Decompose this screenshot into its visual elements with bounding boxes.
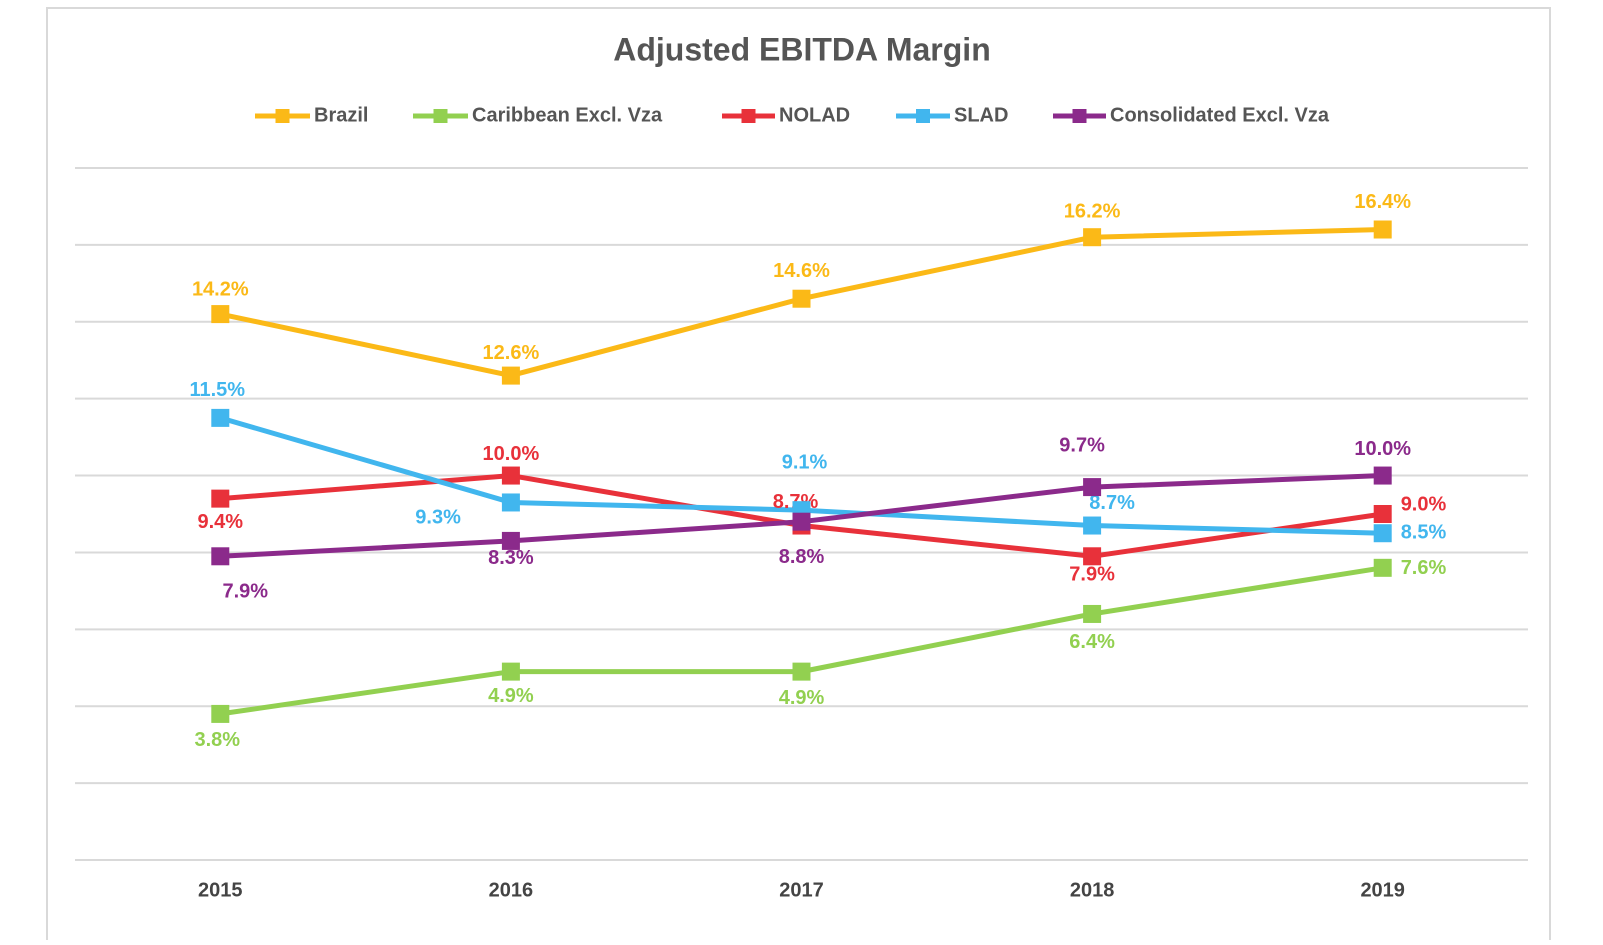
data-label: 12.6% xyxy=(483,342,540,364)
data-label: 14.2% xyxy=(192,278,249,300)
legend-label: Brazil xyxy=(314,104,368,126)
data-label: 7.6% xyxy=(1401,557,1447,579)
x-tick-label: 2017 xyxy=(779,879,824,901)
legend-marker xyxy=(433,109,448,123)
legend-marker xyxy=(1072,109,1087,123)
data-label: 8.8% xyxy=(779,546,825,568)
data-label: 4.9% xyxy=(779,687,825,709)
legend-marker xyxy=(275,109,290,123)
data-label: 8.5% xyxy=(1401,522,1447,544)
point-marker xyxy=(501,531,520,550)
data-label: 8.3% xyxy=(488,547,534,569)
data-label: 9.1% xyxy=(782,451,828,473)
point-marker xyxy=(1373,466,1392,485)
point-marker xyxy=(792,662,811,681)
point-marker xyxy=(501,366,520,385)
point-marker xyxy=(211,489,230,508)
point-marker xyxy=(1373,524,1392,543)
point-marker xyxy=(1083,604,1102,623)
x-tick-label: 2018 xyxy=(1070,879,1115,901)
data-label: 7.9% xyxy=(1069,564,1115,586)
data-label: 9.7% xyxy=(1059,434,1105,456)
data-label: 10.0% xyxy=(1354,438,1411,460)
point-marker xyxy=(1083,228,1102,247)
point-marker xyxy=(211,704,230,723)
point-marker xyxy=(501,493,520,512)
chart-title: Adjusted EBITDA Margin xyxy=(613,31,990,67)
point-marker xyxy=(1083,478,1102,497)
legend-label: NOLAD xyxy=(779,104,850,126)
point-marker xyxy=(1083,516,1102,535)
point-marker xyxy=(501,662,520,681)
data-label: 6.4% xyxy=(1069,631,1115,653)
data-label: 7.9% xyxy=(223,581,269,603)
legend-label: Caribbean Excl. Vza xyxy=(472,104,663,126)
point-marker xyxy=(1373,220,1392,239)
data-label: 16.4% xyxy=(1354,191,1411,213)
data-label: 10.0% xyxy=(483,443,540,465)
point-marker xyxy=(792,512,811,531)
point-marker xyxy=(501,466,520,485)
data-label: 8.7% xyxy=(1089,492,1135,514)
data-label: 14.6% xyxy=(773,260,830,282)
x-tick-label: 2016 xyxy=(489,879,534,901)
x-tick-label: 2019 xyxy=(1360,879,1405,901)
legend-label: SLAD xyxy=(954,104,1008,126)
legend-marker xyxy=(916,109,930,123)
point-marker xyxy=(211,547,230,566)
data-label: 3.8% xyxy=(195,729,241,751)
point-marker xyxy=(211,408,230,427)
legend-marker xyxy=(741,109,756,123)
point-marker xyxy=(792,289,811,308)
point-marker xyxy=(1373,505,1392,523)
point-marker xyxy=(1083,547,1102,566)
point-marker xyxy=(1373,558,1392,577)
legend-label: Consolidated Excl. Vza xyxy=(1110,104,1330,126)
data-label: 9.3% xyxy=(415,507,461,529)
x-tick-label: 2015 xyxy=(198,879,243,901)
chart-frame xyxy=(46,7,1551,945)
data-label: 4.9% xyxy=(488,685,534,707)
data-label: 9.0% xyxy=(1401,493,1447,515)
data-label: 9.4% xyxy=(198,511,244,533)
data-label: 16.2% xyxy=(1064,200,1121,222)
point-marker xyxy=(211,305,230,324)
data-label: 11.5% xyxy=(189,379,245,401)
